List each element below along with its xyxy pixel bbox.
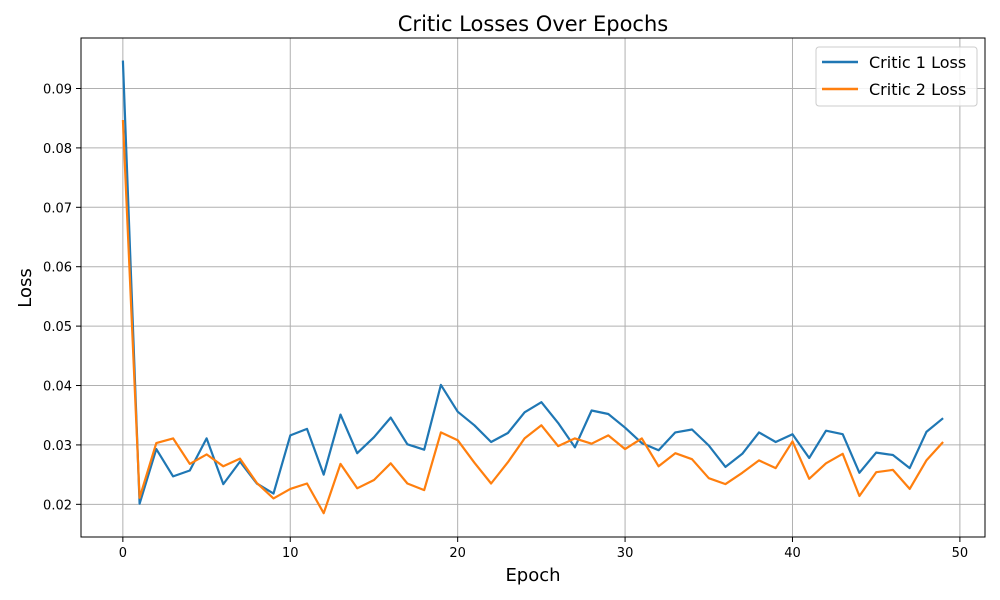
chart-title: Critic Losses Over Epochs <box>398 12 668 36</box>
y-tick-label: 0.02 <box>43 498 72 513</box>
y-tick-label: 0.04 <box>43 380 72 395</box>
y-axis-ticks: 0.02 0.03 0.04 0.05 0.06 0.07 0.08 0.09 <box>43 82 81 513</box>
x-axis-ticks: 0 10 20 30 40 50 <box>119 537 968 561</box>
legend-label-critic-1: Critic 1 Loss <box>869 53 966 72</box>
x-tick-label: 30 <box>617 546 634 561</box>
legend: Critic 1 Loss Critic 2 Loss <box>815 46 978 107</box>
x-tick-label: 10 <box>282 546 299 561</box>
series-1-points <box>122 60 944 504</box>
series-2-points <box>122 119 944 514</box>
y-tick-label: 0.08 <box>43 142 72 157</box>
y-tick-label: 0.03 <box>43 439 72 454</box>
series-line-2 <box>121 119 944 515</box>
x-tick-label: 40 <box>784 546 801 561</box>
plot-area <box>81 38 985 537</box>
x-axis-label: Epoch <box>505 565 560 586</box>
x-tick-label: 50 <box>952 546 969 561</box>
x-tick-label: 20 <box>449 546 466 561</box>
x-tick-label: 0 <box>119 546 127 561</box>
y-tick-label: 0.05 <box>43 320 72 335</box>
y-tick-label: 0.06 <box>43 261 72 276</box>
plot-frame <box>80 37 986 538</box>
gridlines <box>81 38 985 537</box>
legend-label-critic-2: Critic 2 Loss <box>869 80 966 99</box>
y-axis-label: Loss <box>15 268 36 307</box>
series-lines <box>121 60 944 515</box>
y-tick-label: 0.09 <box>43 82 72 97</box>
y-tick-label: 0.07 <box>43 201 72 216</box>
